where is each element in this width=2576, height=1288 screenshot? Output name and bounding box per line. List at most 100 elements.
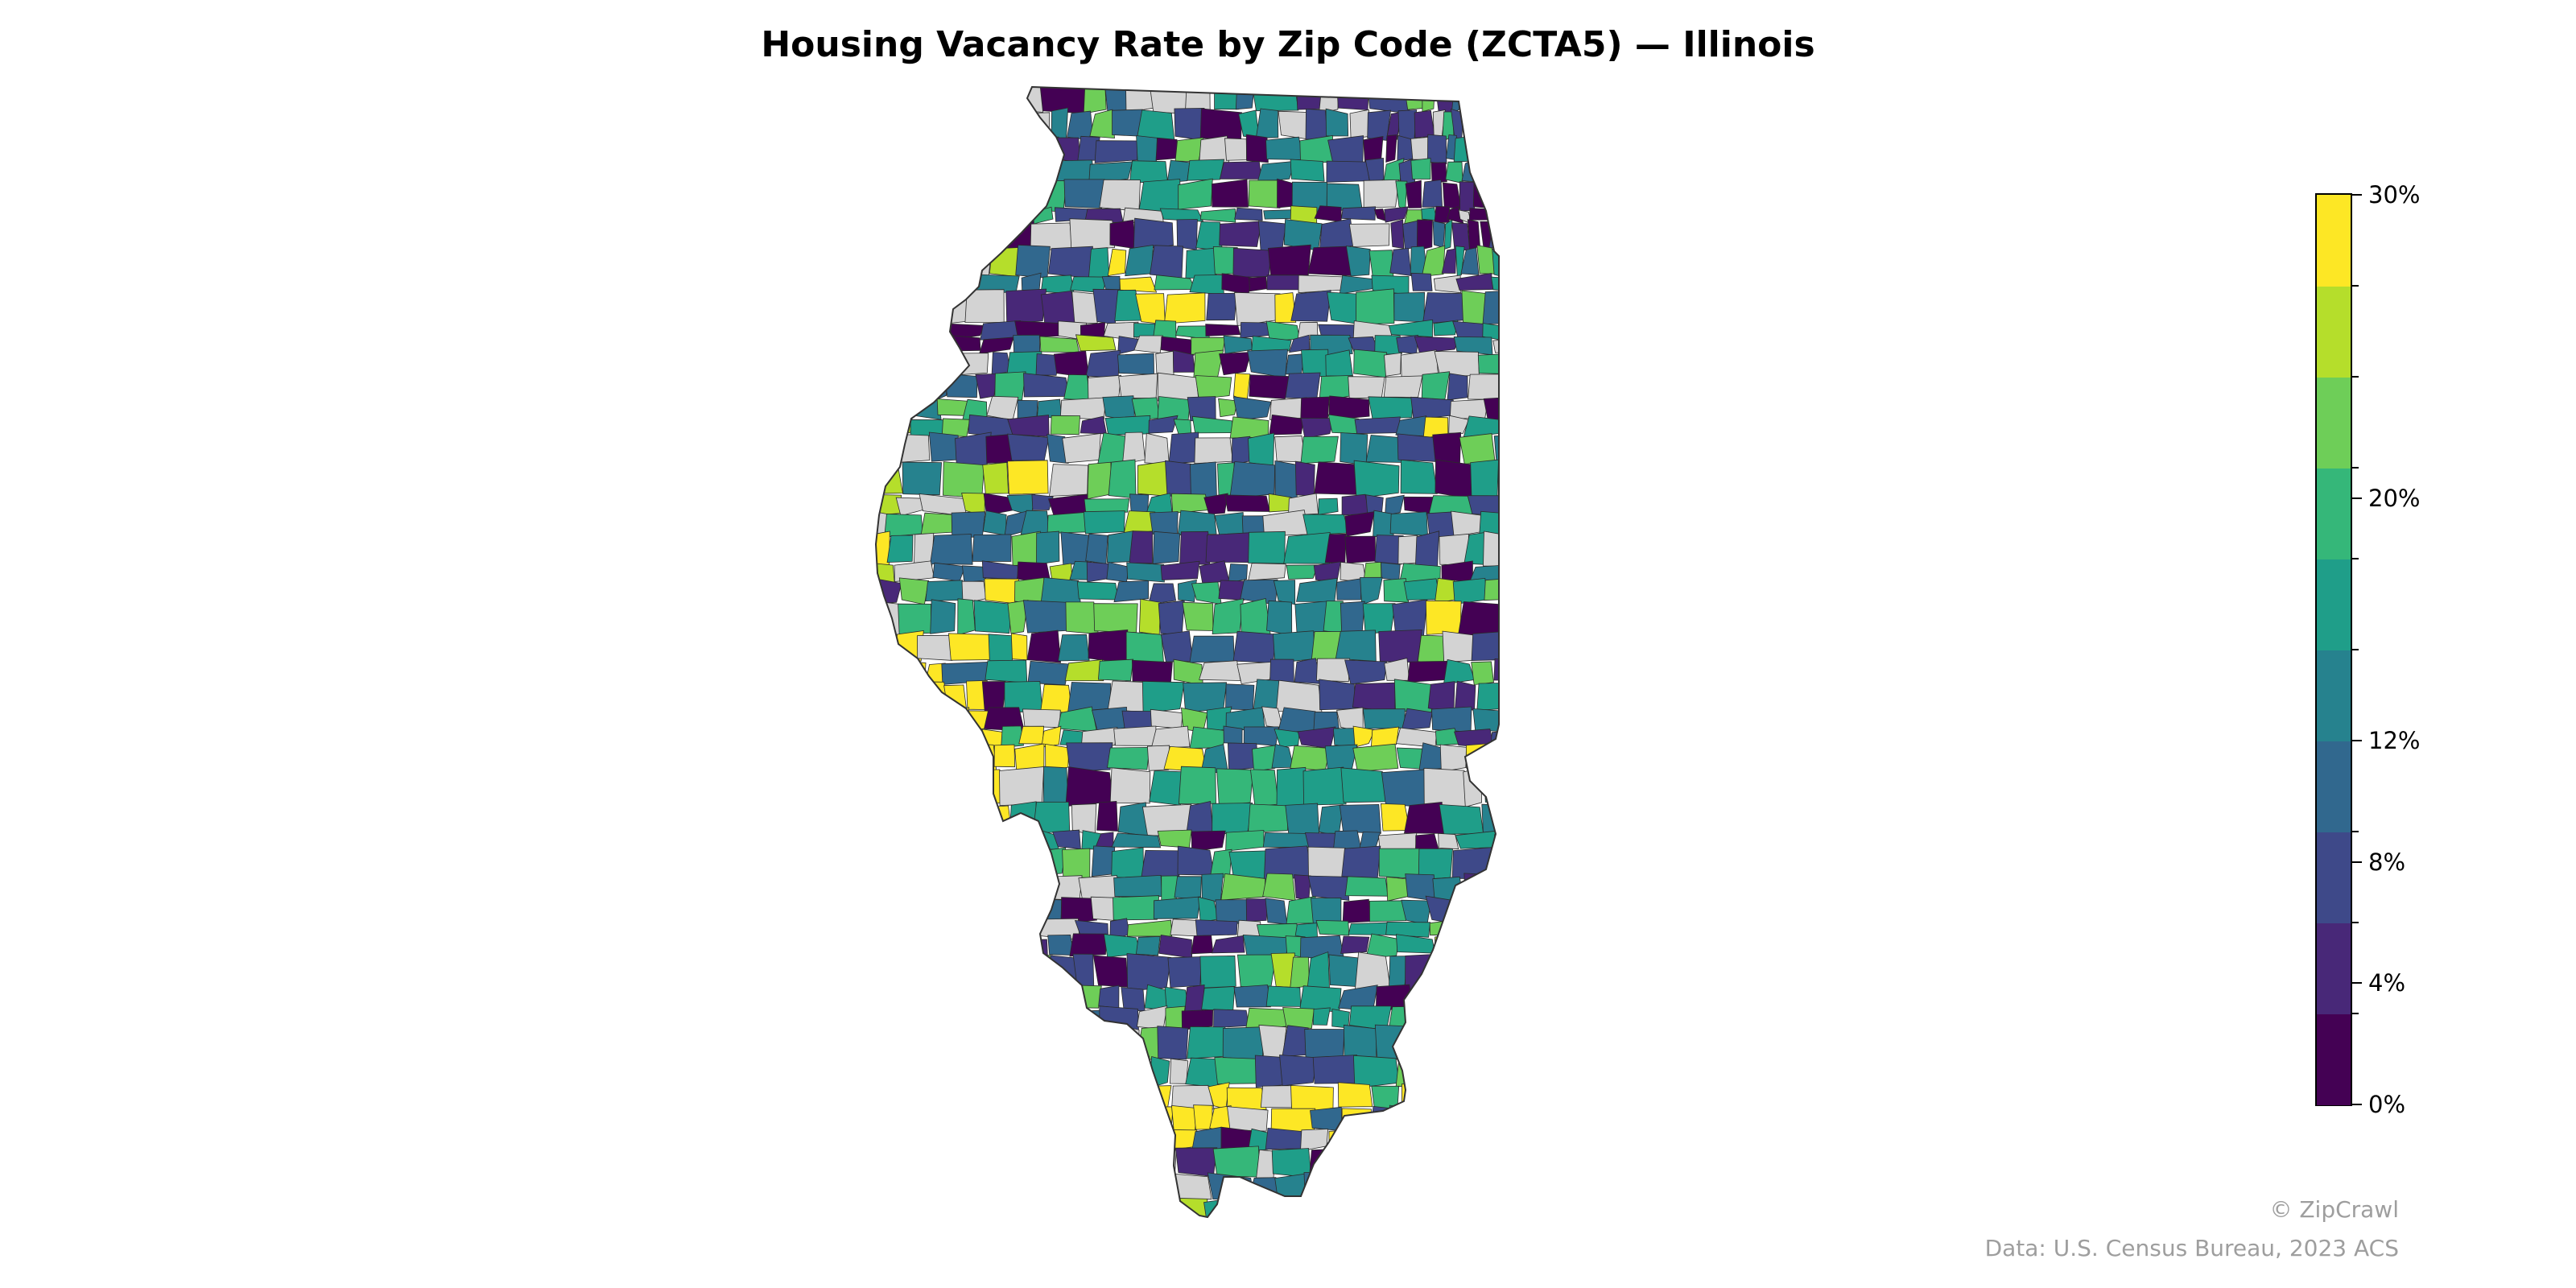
zcta-cell: [1106, 561, 1129, 583]
zcta-cell: [1022, 112, 1051, 141]
zcta-cell: [1191, 581, 1222, 605]
zcta-cell: [1500, 113, 1510, 139]
zcta-cell: [982, 1196, 1020, 1217]
zcta-cell: [1023, 373, 1070, 398]
zcta-cell: [1257, 1197, 1290, 1217]
zcta-cell: [1495, 1173, 1499, 1200]
zcta-cell: [1327, 291, 1359, 324]
zcta-cell: [891, 986, 938, 1013]
zcta-cell: [1446, 1058, 1493, 1089]
zcta-cell: [1422, 87, 1436, 113]
zcta-cell: [962, 848, 1006, 876]
zcta-cell: [1402, 1083, 1433, 1111]
zcta-cell: [1502, 707, 1541, 728]
zcta-cell: [930, 1173, 972, 1201]
zcta-cell: [1170, 1104, 1198, 1133]
zcta-cell: [876, 1174, 914, 1203]
zcta-cell: [1274, 1173, 1307, 1202]
zcta-cell: [1454, 1082, 1492, 1110]
zcta-cell: [1005, 921, 1038, 937]
zcta-cell: [1000, 1127, 1034, 1148]
zcta-cell: [1088, 161, 1133, 184]
zcta-cell: [939, 1146, 961, 1176]
zcta-cell: [936, 398, 969, 416]
zcta-cell: [1461, 896, 1488, 923]
zcta-cell: [1328, 395, 1370, 421]
zcta-cell: [1381, 562, 1401, 581]
zcta-cell: [1477, 160, 1492, 183]
zcta-cell: [1298, 275, 1344, 294]
zcta-cell: [1370, 1105, 1395, 1130]
zcta-cell: [1451, 1027, 1483, 1062]
zcta-cell: [964, 246, 993, 279]
zcta-cell: [1184, 985, 1205, 1012]
zcta-cell: [1064, 658, 1104, 682]
zcta-cell: [1212, 803, 1253, 835]
zcta-cell: [965, 217, 995, 251]
zcta-cell: [1149, 770, 1183, 806]
zcta-cell: [1443, 658, 1476, 685]
zcta-cell: [1214, 1056, 1257, 1085]
zcta-cell: [1060, 897, 1097, 925]
zcta-cell: [1271, 744, 1294, 769]
zcta-cell: [1136, 109, 1175, 141]
zcta-cell: [1390, 1131, 1423, 1151]
zcta-cell: [1022, 600, 1071, 634]
zcta-cell: [1426, 1174, 1463, 1202]
zcta-cell: [1169, 1058, 1189, 1084]
zcta-cell: [985, 159, 1026, 182]
zcta-cell: [1472, 135, 1496, 164]
zcta-cell: [1146, 493, 1173, 514]
zcta-cell: [1228, 564, 1249, 584]
zcta-cell: [1092, 1057, 1109, 1087]
zcta-cell: [1430, 162, 1447, 184]
zcta-cell: [1490, 729, 1499, 745]
zcta-cell: [957, 598, 976, 636]
zcta-cell: [1274, 292, 1297, 324]
zcta-cell: [1289, 334, 1311, 353]
zcta-cell: [1457, 1129, 1477, 1152]
zcta-cell: [1270, 1108, 1316, 1133]
zcta-cell: [1482, 897, 1499, 921]
zcta-cell: [1329, 1196, 1370, 1217]
zcta-cell: [1063, 374, 1091, 401]
zcta-cell: [1340, 935, 1370, 954]
zcta-cell: [1265, 1127, 1305, 1150]
zcta-cell: [910, 135, 954, 163]
zcta-cell: [888, 683, 921, 711]
zcta-cell: [1257, 160, 1295, 183]
zcta-cell: [1163, 292, 1206, 324]
zcta-cell: [1220, 873, 1266, 901]
zcta-cell: [876, 952, 910, 989]
zcta-cell: [1370, 1150, 1396, 1178]
zcta-cell: [1423, 767, 1469, 808]
zcta-cell: [876, 208, 910, 221]
zcta-cell: [1063, 179, 1105, 209]
zcta-cell: [1328, 954, 1360, 987]
zcta-cell: [1097, 658, 1134, 682]
zcta-cell: [960, 806, 985, 835]
zcta-cell: [911, 745, 932, 770]
zcta-cell: [1403, 578, 1441, 601]
zcta-cell: [1492, 337, 1499, 353]
zcta-cell: [979, 921, 1010, 939]
zcta-cell: [901, 320, 923, 341]
zcta-cell: [1491, 933, 1499, 955]
colorbar-minor-tick: [2352, 1013, 2359, 1014]
zcta-cell: [903, 1196, 926, 1217]
zcta-cell: [876, 832, 913, 852]
zcta-cell: [965, 743, 997, 772]
zcta-cell: [1325, 349, 1353, 377]
zcta-cell: [1419, 1128, 1457, 1150]
zcta-cell: [1447, 373, 1468, 401]
zcta-cell: [1491, 985, 1499, 1011]
zcta-cell: [1263, 209, 1295, 220]
zcta-cell: [1418, 1058, 1450, 1086]
zcta-cell: [968, 1174, 989, 1203]
zcta-cell: [1460, 247, 1480, 275]
zcta-cell: [1319, 679, 1356, 711]
zcta-cell: [1234, 291, 1281, 327]
zcta-cell: [1002, 1059, 1030, 1087]
zcta-cell: [1449, 935, 1493, 954]
zcta-cell: [928, 161, 954, 185]
